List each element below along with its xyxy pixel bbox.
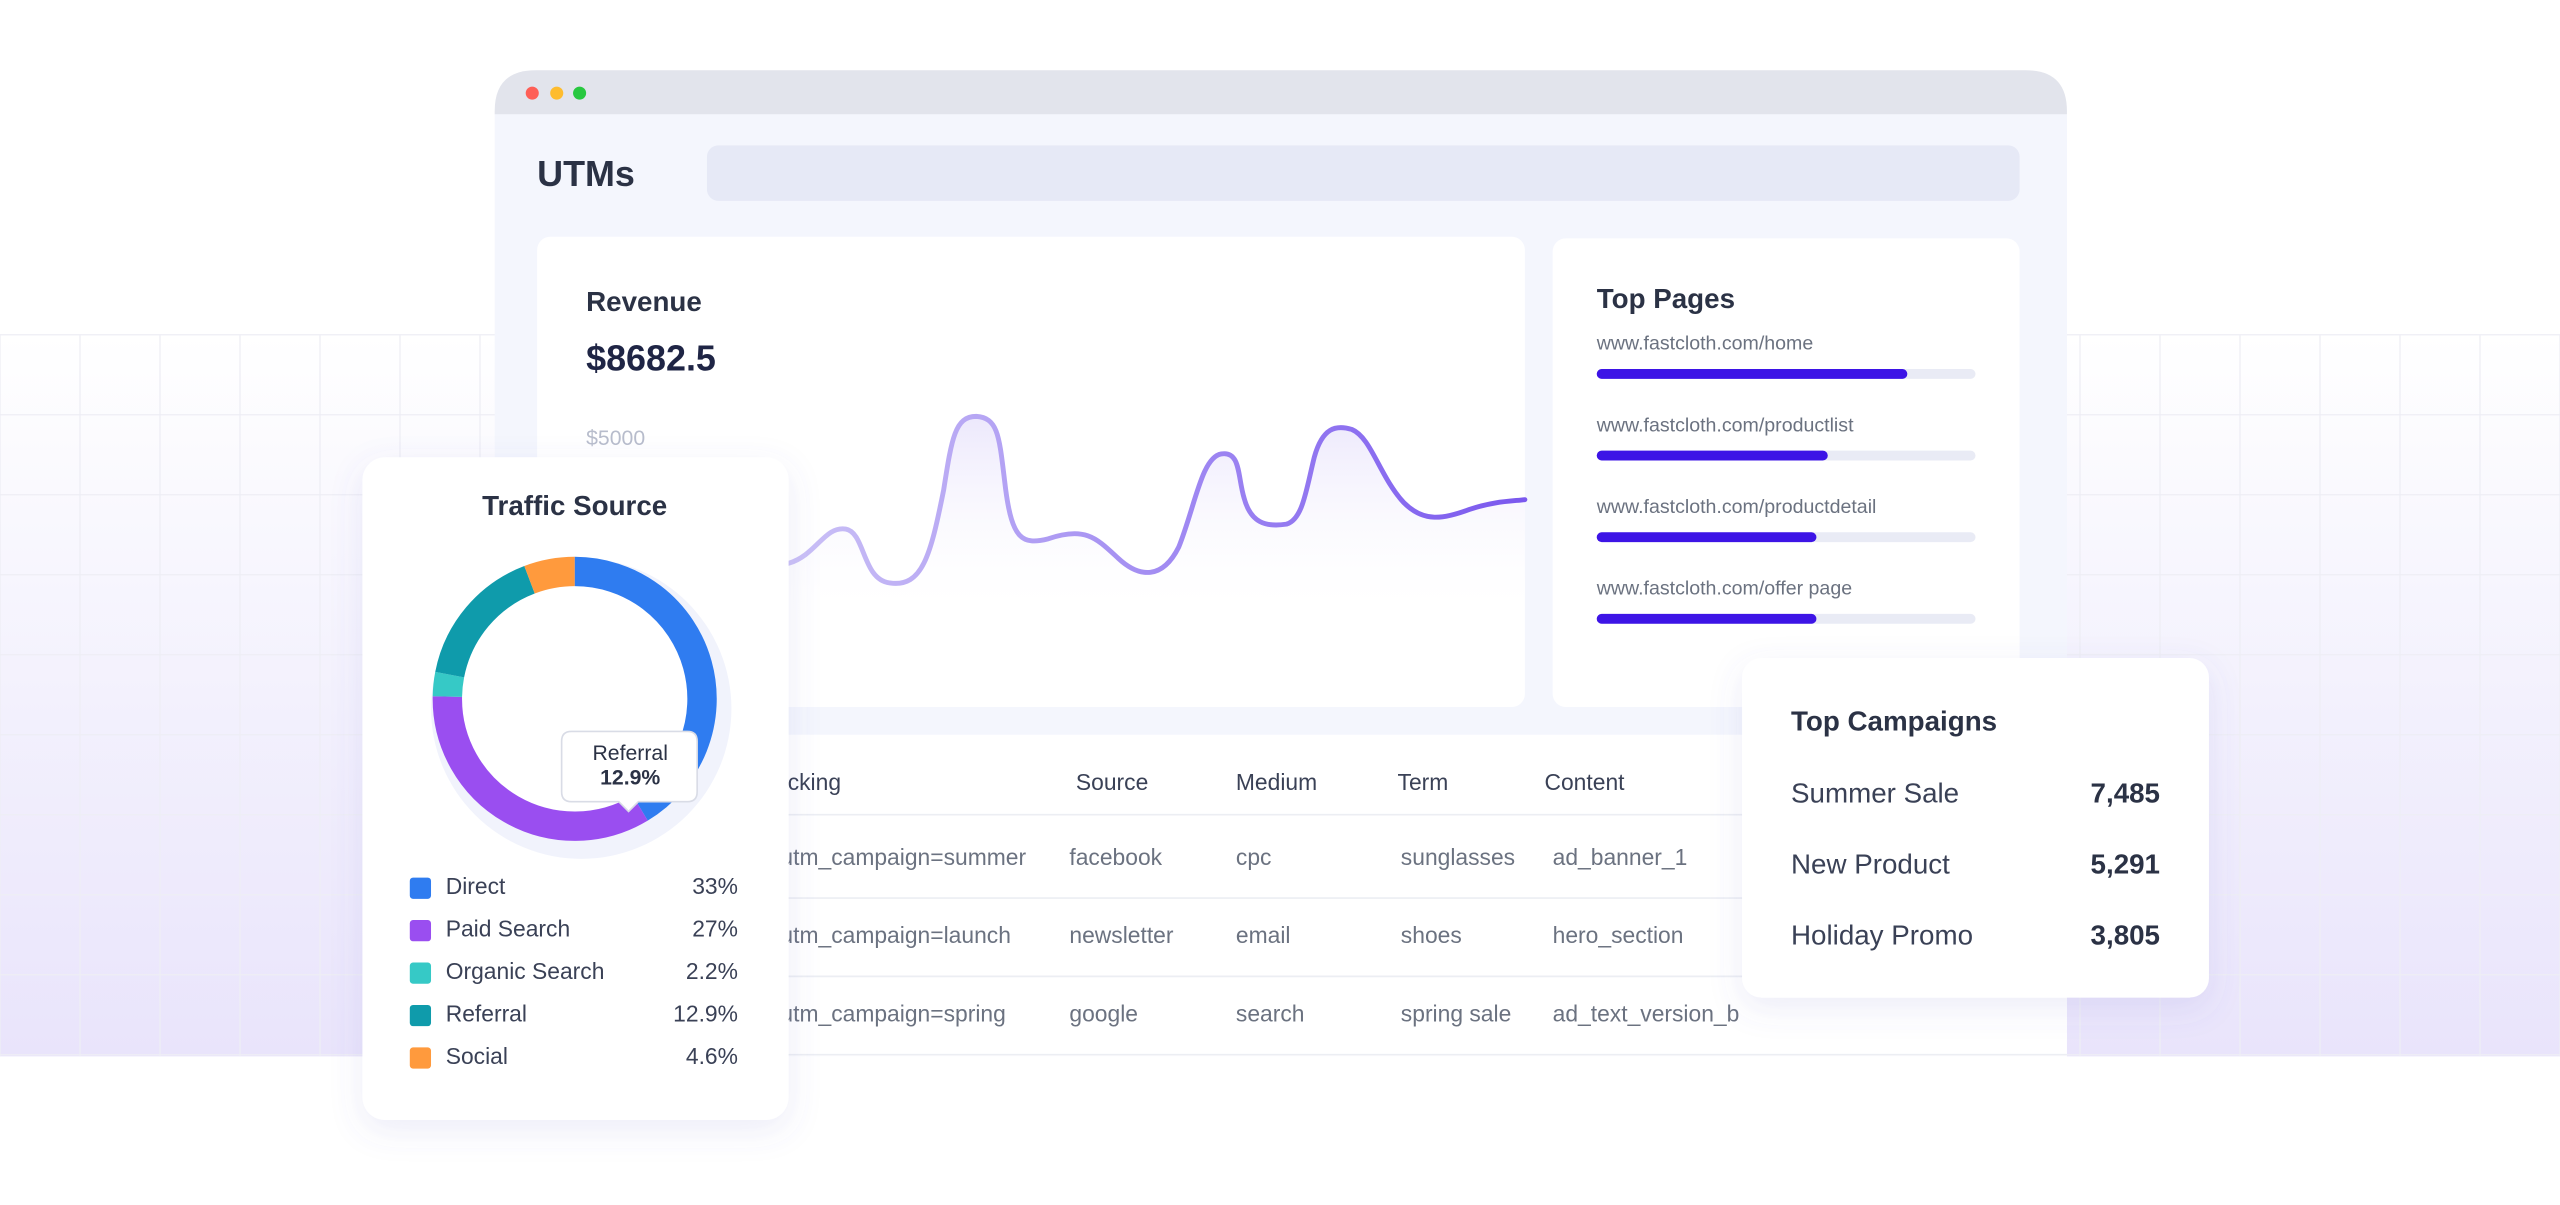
legend-name: Direct [446,873,506,899]
legend-value: 27% [692,916,738,942]
legend-value: 33% [692,873,738,899]
table-cell: cpc [1236,844,1272,870]
table-cell: hero_section [1553,922,1684,948]
search-bar[interactable] [706,145,2020,201]
bar [1596,532,1817,543]
legend-value: 2.2% [686,958,738,984]
top-pages-card: Top Pages www.fastcloth.com/home www.fast… [1552,238,2020,707]
top-campaigns-card: Top Campaigns Summer Sale 7,485 New Produc… [1742,658,2209,998]
table-cell: facebook [1069,844,1162,870]
campaign-name: Holiday Promo [1791,920,1973,951]
table-cell: search [1236,1001,1305,1027]
table-cell: shoes [1401,922,1462,948]
legend-name: Paid Search [446,916,570,942]
legend-value: 4.6% [686,1043,738,1069]
campaign-value: 3,805 [2091,920,2160,951]
legend-swatch [409,1047,432,1069]
card-title: Revenue [586,286,702,317]
table-cell: utm_campaign=summer [780,844,1026,870]
page-url: www.fastcloth.com/productdetail [1596,496,1877,518]
legend-name: Organic Search [446,958,605,984]
table-cell: utm_campaign=spring [780,1001,1005,1027]
donut-segment [432,671,465,698]
tooltip-label: Referral [592,742,667,765]
legend-name: Social [446,1043,508,1069]
card-title: Traffic Source [482,490,667,521]
page-title: UTMs [537,153,635,194]
card-title: Top Campaigns [1791,706,1997,737]
title-bar [494,70,2067,115]
legend-swatch [409,877,432,899]
donut-segment [524,556,576,594]
campaign-value: 5,291 [2091,849,2160,880]
campaign-name: Summer Sale [1791,777,1959,808]
table-cell: email [1236,922,1291,948]
page-url: www.fastcloth.com/offer page [1596,578,1852,600]
table-cell: google [1069,1001,1138,1027]
legend-swatch [409,962,432,984]
bar [1596,613,1817,624]
minimize-dot[interactable] [550,86,564,100]
campaign-value: 7,485 [2091,777,2160,808]
bar [1596,450,1828,461]
revenue-value: $8682.5 [586,337,716,378]
card [1552,238,2020,707]
donut-tooltip: Referral 12.9% [560,730,698,813]
legend: Direct 33% Paid Search 27% Organic Search 2.2… [409,873,738,1069]
card-title: Top Pages [1597,283,1735,314]
maximize-dot[interactable] [573,86,587,100]
table-cell: spring sale [1401,1001,1511,1027]
legend-swatch [409,1004,432,1027]
table-cell: ad_text_version_b [1553,1001,1740,1027]
column-header: Content [1544,769,1625,795]
axis-label: $5000 [586,427,645,450]
tooltip-value: 12.9% [600,766,660,789]
revenue-area [788,416,1525,621]
column-header: Medium [1236,769,1317,795]
legend-value: 12.9% [673,1001,738,1027]
tooltip-box [560,730,698,813]
revenue-line [786,413,1528,586]
page-url: www.fastcloth.com/home [1596,333,1814,355]
campaign-name: New Product [1791,849,1950,880]
page-url: www.fastcloth.com/productlist [1596,414,1854,436]
table-cell: ad_banner_1 [1553,844,1688,870]
donut-segment [432,696,648,841]
column-header: Term [1398,769,1449,795]
close-dot[interactable] [525,86,539,100]
column-header: Source [1076,769,1148,795]
table-cell: utm_campaign=launch [780,922,1011,948]
table-cell: newsletter [1069,922,1174,948]
legend-name: Referral [446,1001,527,1027]
legend-swatch [409,920,432,942]
donut-segment [435,566,536,678]
table-cell: sunglasses [1401,844,1515,870]
card [1742,658,2209,998]
bar [1596,369,1908,379]
